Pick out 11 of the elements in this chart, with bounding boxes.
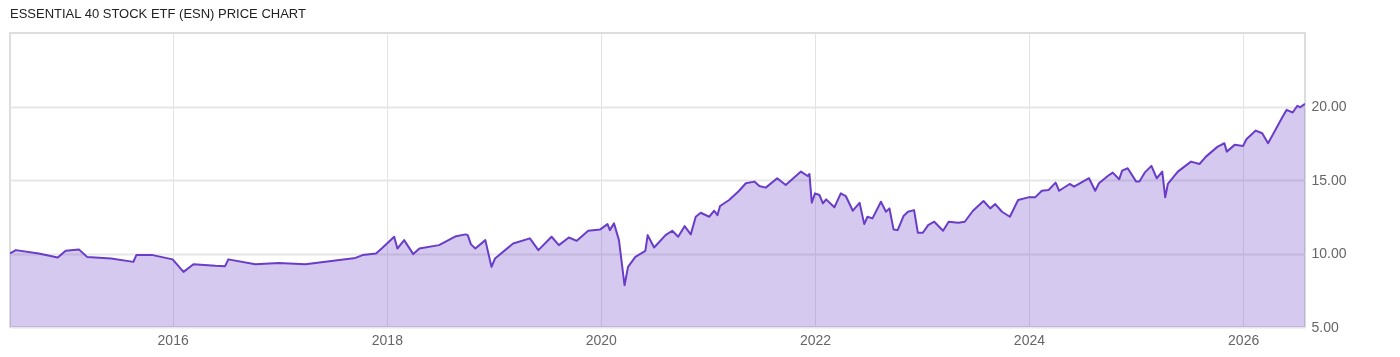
y-tick-label: 5.00 — [1311, 318, 1339, 335]
chart-title: ESSENTIAL 40 STOCK ETF (ESN) PRICE CHART — [10, 6, 306, 21]
y-tick-label: 20.00 — [1311, 98, 1347, 114]
x-tick-label: 2020 — [585, 331, 618, 348]
x-tick-label: 2024 — [1013, 331, 1046, 348]
x-tick-label: 2016 — [157, 331, 189, 348]
x-tick-label: 2018 — [371, 331, 404, 348]
x-tick-label: 2022 — [799, 331, 832, 348]
x-tick-label: 2026 — [1228, 331, 1260, 348]
y-tick-label: 10.00 — [1311, 245, 1347, 261]
y-tick-label: 15.00 — [1311, 171, 1347, 188]
